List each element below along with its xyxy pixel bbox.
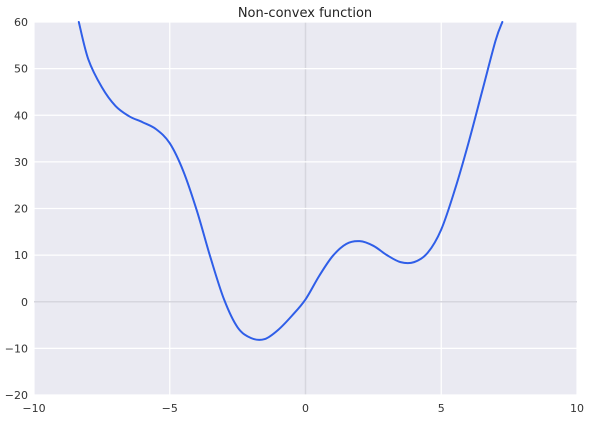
- y-tick-label: 20: [14, 203, 28, 216]
- y-tick-label: 30: [14, 156, 28, 169]
- y-tick-label: −10: [5, 342, 28, 355]
- y-tick-label: 40: [14, 109, 28, 122]
- y-tick-label: −20: [5, 389, 28, 402]
- series-line: [77, 21, 504, 341]
- series-layer: [77, 21, 504, 341]
- grid: [33, 21, 578, 396]
- x-tick-label: 10: [570, 402, 584, 415]
- x-tick-label: −10: [22, 402, 45, 415]
- y-tick-label: 10: [14, 249, 28, 262]
- x-axis: −10 −5 0 5 10: [22, 402, 584, 415]
- y-tick-label: 50: [14, 63, 28, 76]
- y-axis: −20 −10 0 10 20 30 40 50 60: [5, 16, 28, 402]
- y-tick-label: 60: [14, 16, 28, 29]
- x-tick-label: 0: [302, 402, 309, 415]
- x-tick-label: −5: [162, 402, 178, 415]
- x-tick-label: 5: [438, 402, 445, 415]
- y-tick-label: 0: [21, 296, 28, 309]
- chart-title: Non-convex function: [238, 6, 372, 21]
